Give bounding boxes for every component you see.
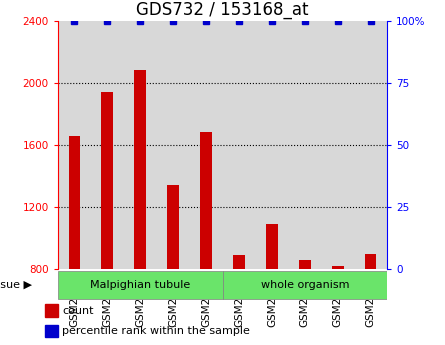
- Text: whole organism: whole organism: [261, 280, 349, 289]
- Bar: [321, 21, 354, 269]
- Title: GDS732 / 153168_at: GDS732 / 153168_at: [136, 1, 309, 19]
- Bar: [233, 255, 245, 269]
- Text: count: count: [62, 306, 94, 315]
- Bar: [101, 92, 113, 269]
- Bar: [58, 21, 91, 269]
- Bar: [91, 21, 124, 269]
- Bar: [200, 132, 212, 269]
- Bar: [266, 224, 278, 269]
- Bar: [299, 260, 311, 269]
- Bar: [69, 136, 80, 269]
- Bar: [222, 270, 387, 298]
- Text: Malpighian tubule: Malpighian tubule: [90, 280, 190, 289]
- Bar: [44, 325, 58, 337]
- Bar: [354, 21, 387, 269]
- Bar: [288, 21, 321, 269]
- Bar: [255, 21, 288, 269]
- Bar: [134, 70, 146, 269]
- Bar: [58, 270, 222, 298]
- Text: tissue ▶: tissue ▶: [0, 280, 32, 289]
- Text: percentile rank within the sample: percentile rank within the sample: [62, 326, 250, 336]
- Bar: [157, 21, 190, 269]
- Bar: [44, 304, 58, 317]
- Bar: [332, 266, 344, 269]
- Bar: [124, 21, 157, 269]
- Bar: [167, 185, 179, 269]
- Bar: [222, 21, 255, 269]
- Bar: [365, 254, 376, 269]
- Bar: [190, 21, 222, 269]
